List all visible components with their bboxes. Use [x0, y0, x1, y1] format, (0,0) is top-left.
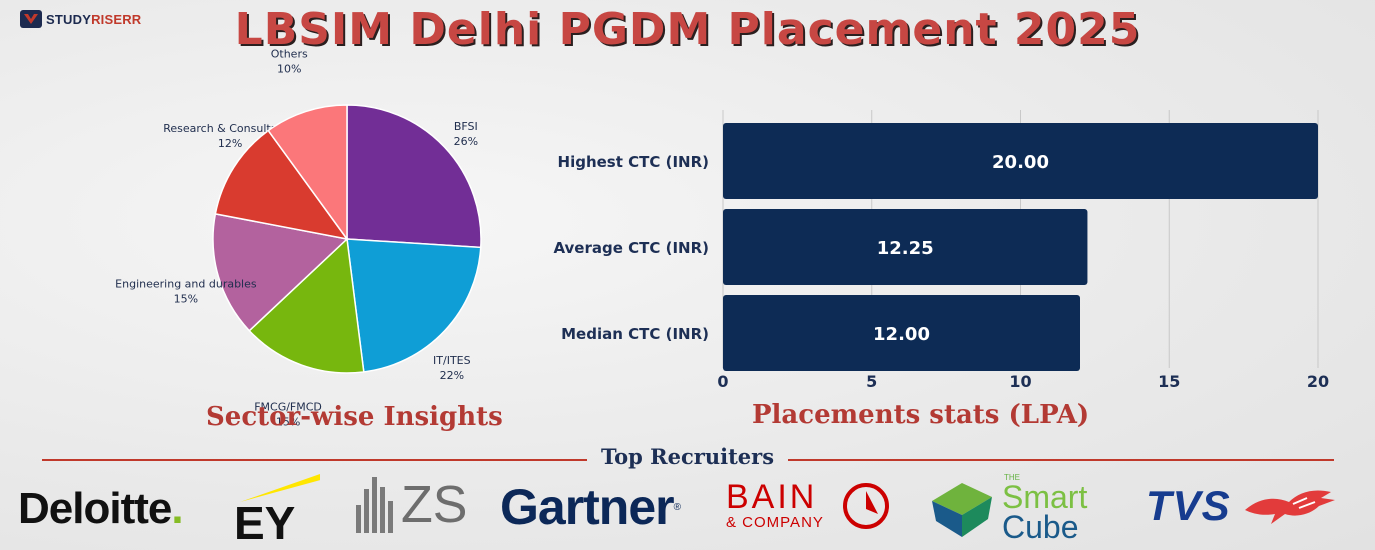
charts-canvas: BFSI 26% IT/ITES 22% FMCG/FMCD 15% Engineering… — [115, 48, 1329, 429]
pie-slice — [248, 237, 365, 374]
pie-label: IT/ITES — [433, 354, 471, 367]
category-label: Highest CTC (INR) — [558, 153, 709, 171]
pie-label: Others — [271, 48, 308, 61]
pie-percent-label: 15% — [276, 416, 300, 429]
pie-slice — [212, 213, 349, 332]
tvs-logo: TVS — [1146, 482, 1339, 530]
x-tick-label: 20 — [1307, 372, 1329, 391]
pie-slice — [214, 129, 349, 241]
divider-right — [788, 459, 1334, 461]
smart-cube-icon — [932, 483, 992, 537]
ey-logo: EY — [230, 470, 320, 550]
pie-chart-title: Sector-wise Insights — [206, 402, 503, 432]
studyriserr-logo: STUDYRISERR — [20, 10, 141, 28]
zs-logo: ZS — [356, 470, 467, 540]
pie-percent-label: 12% — [218, 137, 242, 150]
category-label: Average CTC (INR) — [553, 239, 709, 257]
bar-chart: 0 5 10 15 20 Highest CTC (INR) 20.00 Average CT… — [553, 110, 1329, 391]
category-label: Median CTC (INR) — [561, 325, 709, 343]
smart-cube-logo: THE Smart Cube — [928, 474, 1087, 543]
logo-text: STUDYRISERR — [46, 11, 142, 27]
tvs-horse-icon — [1244, 490, 1335, 524]
pie-percent-label: 26% — [454, 135, 478, 148]
pie-label: BFSI — [454, 120, 478, 133]
divider-left — [42, 459, 587, 461]
bar-value-label: 12.00 — [873, 324, 930, 345]
pie-percent-label: 15% — [174, 293, 198, 306]
x-tick-label: 0 — [717, 372, 728, 391]
top-recruiters-title: Top Recruiters — [600, 444, 775, 469]
bar-chart-title: Placements stats (LPA) — [752, 400, 1090, 430]
pie-slice — [346, 104, 482, 249]
page-title: LBSIM Delhi PGDM Placement 2025 — [234, 4, 1141, 55]
pie-slice — [346, 238, 482, 373]
bain-logo: BAIN & COMPANY — [726, 478, 824, 531]
bar — [723, 209, 1088, 285]
pie-percent-label: 10% — [277, 63, 301, 76]
pie-chart: BFSI 26% IT/ITES 22% FMCG/FMCD 15% Engineering… — [115, 48, 482, 429]
pie-label: Research & Consultancy — [163, 122, 297, 135]
x-tick-label: 15 — [1158, 372, 1180, 391]
zs-bars-icon — [356, 477, 393, 533]
gartner-logo: Gartner ® — [500, 479, 681, 535]
x-tick-label: 5 — [866, 372, 877, 391]
pie-label: Engineering and durables — [115, 278, 257, 291]
x-tick-label: 10 — [1009, 372, 1031, 391]
pie-slice — [267, 104, 348, 242]
bain-circle-icon — [843, 483, 889, 529]
bar-value-label: 20.00 — [992, 152, 1049, 173]
bar — [723, 123, 1318, 199]
deloitte-logo: Deloitte. — [18, 484, 184, 533]
studyriserr-logo-icon — [20, 10, 42, 28]
pie-percent-label: 22% — [440, 369, 464, 382]
bar-value-label: 12.25 — [877, 238, 934, 259]
recruiters-row: Deloitte. EY ZS Gartner ® BAIN & COMPANY … — [0, 470, 1375, 550]
pie-label: FMCG/FMCD — [254, 401, 322, 414]
bar — [723, 295, 1080, 371]
